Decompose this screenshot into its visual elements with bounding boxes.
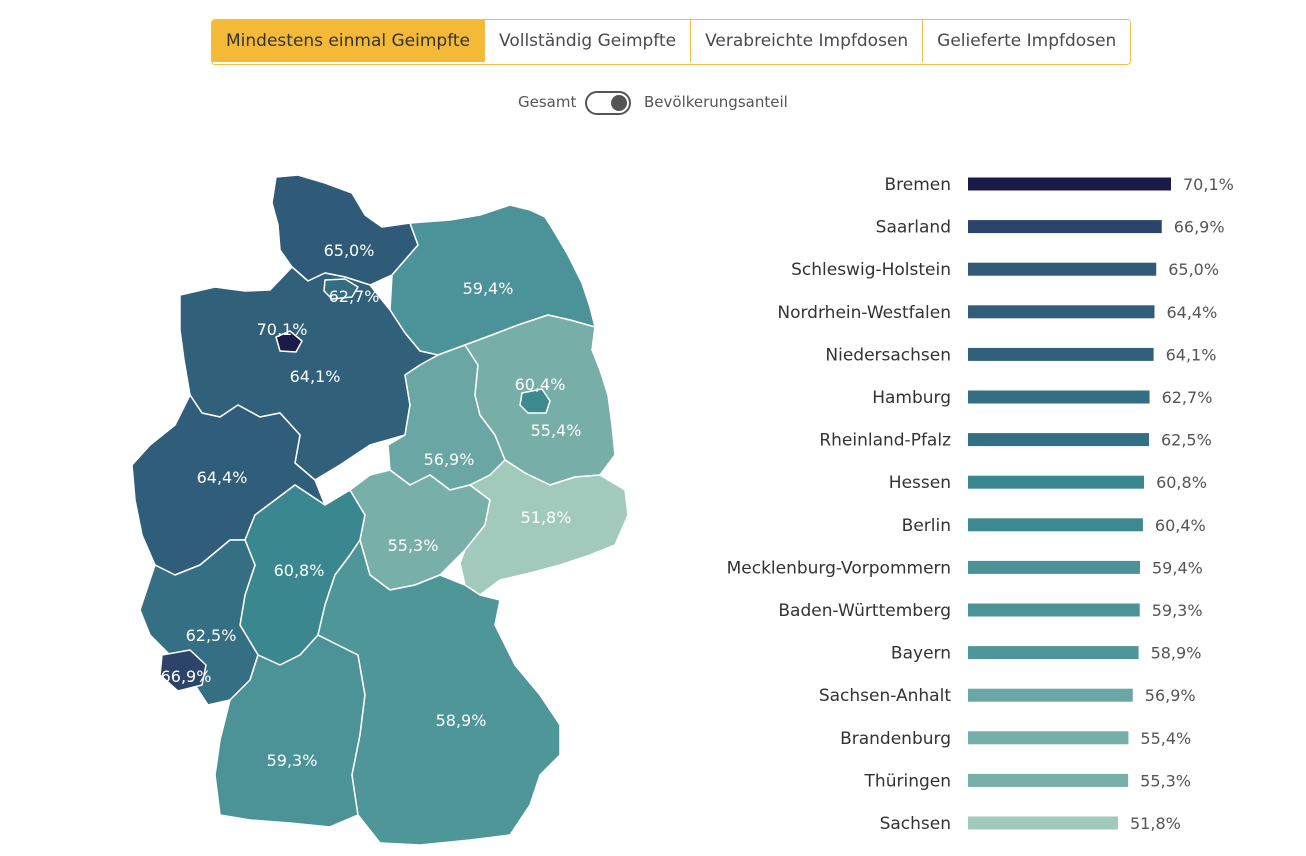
bar-value-label: 59,3% [1152,601,1203,620]
bar-value-label: 64,1% [1166,345,1217,364]
bar-value-label: 55,3% [1140,771,1191,790]
region-bayern[interactable] [317,539,561,846]
bar-value-label: 55,4% [1140,729,1191,748]
region-sachsen[interactable] [459,459,629,596]
view-toggle-row: Gesamt Bevölkerungsanteil [0,89,1306,117]
toggle-label-share: Bevölkerungsanteil [644,93,788,111]
toggle-knob [611,95,627,111]
bar-category-label: Niedersachsen [825,345,951,365]
map-label-hessen: 60,8% [274,561,325,580]
bar[interactable] [968,305,1155,319]
toggle-label-total: Gesamt [518,93,577,111]
tab-delivered-doses[interactable]: Gelieferte Impfdosen [923,20,1131,62]
bar-category-label: Sachsen-Anhalt [819,686,951,706]
map-label-bayern: 58,9% [436,711,487,730]
bar-category-label: Nordrhein-Westfalen [777,303,951,323]
bar[interactable] [968,390,1150,404]
map-label-sachsen-anhalt: 56,9% [424,450,475,469]
bar-category-label: Hamburg [872,388,951,408]
bar[interactable] [968,603,1140,617]
region-hamburg[interactable] [323,278,359,300]
bar-category-label: Schleswig-Holstein [791,260,951,280]
bar-value-label: 62,5% [1161,431,1212,450]
bar[interactable] [968,646,1139,660]
bar[interactable] [968,688,1133,702]
tab-fully-vaccinated[interactable]: Vollständig Geimpfte [485,20,692,62]
bar[interactable] [968,262,1157,276]
metric-tabs: Mindestens einmal Geimpfte Vollständig G… [211,19,1132,65]
map-label-rheinland-pfalz: 62,5% [186,626,237,645]
map-label-schleswig-holstein: 65,0% [324,241,375,260]
bar-value-label: 65,0% [1168,260,1219,279]
map-label-brandenburg: 55,4% [531,421,582,440]
bar-category-label: Hessen [889,473,951,493]
bar-value-label: 70,1% [1183,175,1234,194]
bar-category-label: Mecklenburg-Vorpommern [727,558,951,578]
view-toggle-switch[interactable] [585,91,631,115]
germany-map: 65,0% 62,7% 70,1% 64,1% 59,4% 60,4% 55,4… [131,174,629,846]
map-label-berlin: 60,4% [515,375,566,394]
bar-value-label: 58,9% [1151,644,1202,663]
bar-category-label: Saarland [876,218,951,238]
bar[interactable] [968,773,1129,787]
map-label-nordrhein-westfalen: 64,4% [197,468,248,487]
map-label-thueringen: 55,3% [388,536,439,555]
bar-category-label: Sachsen [880,814,951,834]
bar-category-label: Rheinland-Pfalz [819,431,951,451]
region-saarland[interactable] [159,649,207,692]
bar-category-label: Bayern [891,644,951,664]
map-label-baden-wuerttemberg: 59,3% [267,751,318,770]
bar-value-label: 62,7% [1162,388,1213,407]
map-label-saarland: 66,9% [161,667,212,686]
bar[interactable] [968,475,1145,489]
bar-category-label: Bremen [884,175,951,195]
map-label-hamburg: 62,7% [329,287,380,306]
map-label-mecklenburg-vorpommern: 59,4% [463,279,514,298]
region-berlin[interactable] [519,388,551,414]
bar-category-label: Berlin [902,516,951,536]
bar-category-label: Brandenburg [840,729,951,749]
bar-category-label: Thüringen [864,771,951,791]
tab-first-dose[interactable]: Mindestens einmal Geimpfte [212,20,486,62]
map-label-niedersachsen: 64,1% [290,367,341,386]
map-label-sachsen: 51,8% [521,508,572,527]
bar[interactable] [968,560,1141,574]
bar-value-label: 66,9% [1174,218,1225,237]
bar[interactable] [968,816,1119,830]
map-label-bremen: 70,1% [257,320,308,339]
bar-value-label: 60,8% [1156,473,1207,492]
bar-value-label: 56,9% [1145,686,1196,705]
bar[interactable] [968,220,1162,234]
bar-value-label: 64,4% [1166,303,1217,322]
bar[interactable] [968,347,1154,361]
bar[interactable] [968,433,1149,447]
tab-administered-doses[interactable]: Verabreichte Impfdosen [691,20,924,62]
bar-value-label: 59,4% [1152,558,1203,577]
bar[interactable] [968,731,1129,745]
region-bremen[interactable] [275,330,303,353]
bar[interactable] [968,177,1171,191]
bar-value-label: 51,8% [1130,814,1181,833]
bar[interactable] [968,518,1143,532]
bar-value-label: 60,4% [1155,516,1206,535]
bar-category-label: Baden-Württemberg [778,601,951,621]
